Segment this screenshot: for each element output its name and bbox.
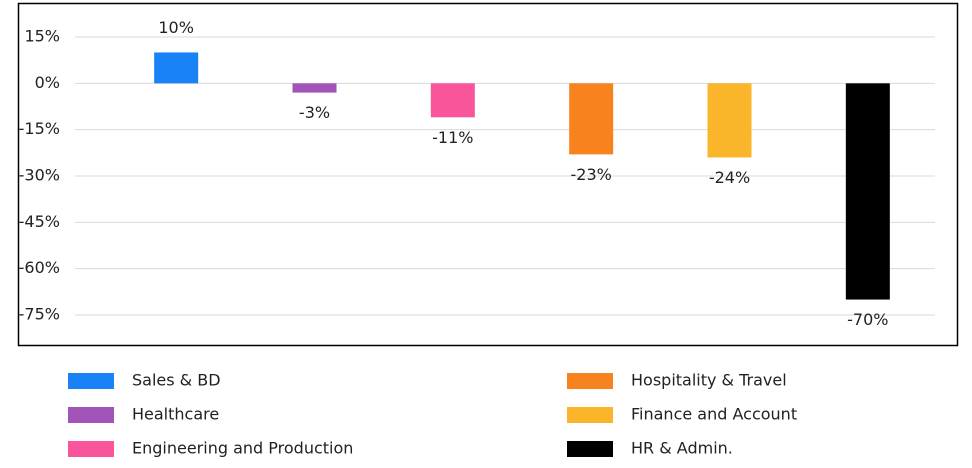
data-label: -24% xyxy=(709,168,750,187)
y-tick-label: 15% xyxy=(24,27,60,46)
bar xyxy=(707,83,752,158)
y-tick-label: -60% xyxy=(19,258,60,277)
legend-label: Healthcare xyxy=(132,405,219,424)
y-tick-label: 0% xyxy=(35,73,60,92)
chart-border xyxy=(17,2,959,347)
legend-label: Hospitality & Travel xyxy=(631,371,787,390)
y-tick-label: -15% xyxy=(19,119,60,138)
legend-swatch xyxy=(68,441,114,457)
bar xyxy=(430,83,475,118)
y-tick-label: -45% xyxy=(19,212,60,231)
legend-label: Finance and Account xyxy=(631,405,797,424)
y-tick-label: -75% xyxy=(19,305,60,324)
legend-label: Engineering and Production xyxy=(132,439,353,458)
bar xyxy=(845,83,890,300)
bar xyxy=(292,83,337,93)
bar xyxy=(569,83,614,155)
legend-swatch xyxy=(68,407,114,423)
data-label: -70% xyxy=(847,310,888,329)
data-label: -23% xyxy=(570,165,611,184)
data-label: -3% xyxy=(299,103,330,122)
legend-label: Sales & BD xyxy=(132,371,221,390)
legend-label: HR & Admin. xyxy=(631,439,733,458)
legend-swatch xyxy=(68,373,114,389)
legend-swatch xyxy=(567,441,613,457)
y-tick-label: -30% xyxy=(19,166,60,185)
data-label: -11% xyxy=(432,128,473,147)
bar xyxy=(154,52,199,84)
data-label: 10% xyxy=(158,18,194,37)
legend-swatch xyxy=(567,373,613,389)
legend-swatch xyxy=(567,407,613,423)
